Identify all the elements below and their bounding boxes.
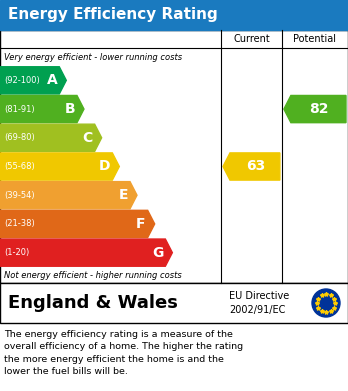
Polygon shape — [0, 153, 119, 180]
Text: (81-91): (81-91) — [4, 104, 34, 113]
Text: (55-68): (55-68) — [4, 162, 35, 171]
Polygon shape — [223, 153, 280, 180]
Text: Current: Current — [233, 34, 270, 44]
Text: 63: 63 — [246, 160, 265, 174]
Polygon shape — [0, 210, 155, 238]
Text: F: F — [136, 217, 146, 231]
Text: EU Directive
2002/91/EC: EU Directive 2002/91/EC — [229, 291, 289, 315]
Circle shape — [312, 289, 340, 317]
Polygon shape — [0, 124, 102, 151]
Text: Not energy efficient - higher running costs: Not energy efficient - higher running co… — [4, 271, 182, 280]
Polygon shape — [0, 239, 172, 266]
Text: E: E — [119, 188, 128, 202]
Text: Energy Efficiency Rating: Energy Efficiency Rating — [8, 7, 218, 23]
Text: (69-80): (69-80) — [4, 133, 35, 142]
Text: C: C — [82, 131, 93, 145]
Text: Potential: Potential — [293, 34, 337, 44]
Text: D: D — [99, 160, 110, 174]
Text: B: B — [64, 102, 75, 116]
Bar — [0, 283, 348, 323]
Text: 82: 82 — [309, 102, 329, 116]
Text: (92-100): (92-100) — [4, 76, 40, 85]
Polygon shape — [0, 181, 137, 209]
Text: (1-20): (1-20) — [4, 248, 29, 257]
Text: G: G — [152, 246, 163, 260]
Polygon shape — [0, 95, 84, 123]
Text: England & Wales: England & Wales — [8, 294, 178, 312]
Bar — [0, 30, 348, 283]
Text: A: A — [47, 74, 57, 87]
Text: Very energy efficient - lower running costs: Very energy efficient - lower running co… — [4, 54, 182, 63]
Text: The energy efficiency rating is a measure of the
overall efficiency of a home. T: The energy efficiency rating is a measur… — [4, 330, 243, 376]
Text: (21-38): (21-38) — [4, 219, 35, 228]
Polygon shape — [284, 95, 346, 123]
Text: (39-54): (39-54) — [4, 191, 34, 200]
Polygon shape — [0, 67, 66, 94]
Bar — [0, 0, 348, 30]
